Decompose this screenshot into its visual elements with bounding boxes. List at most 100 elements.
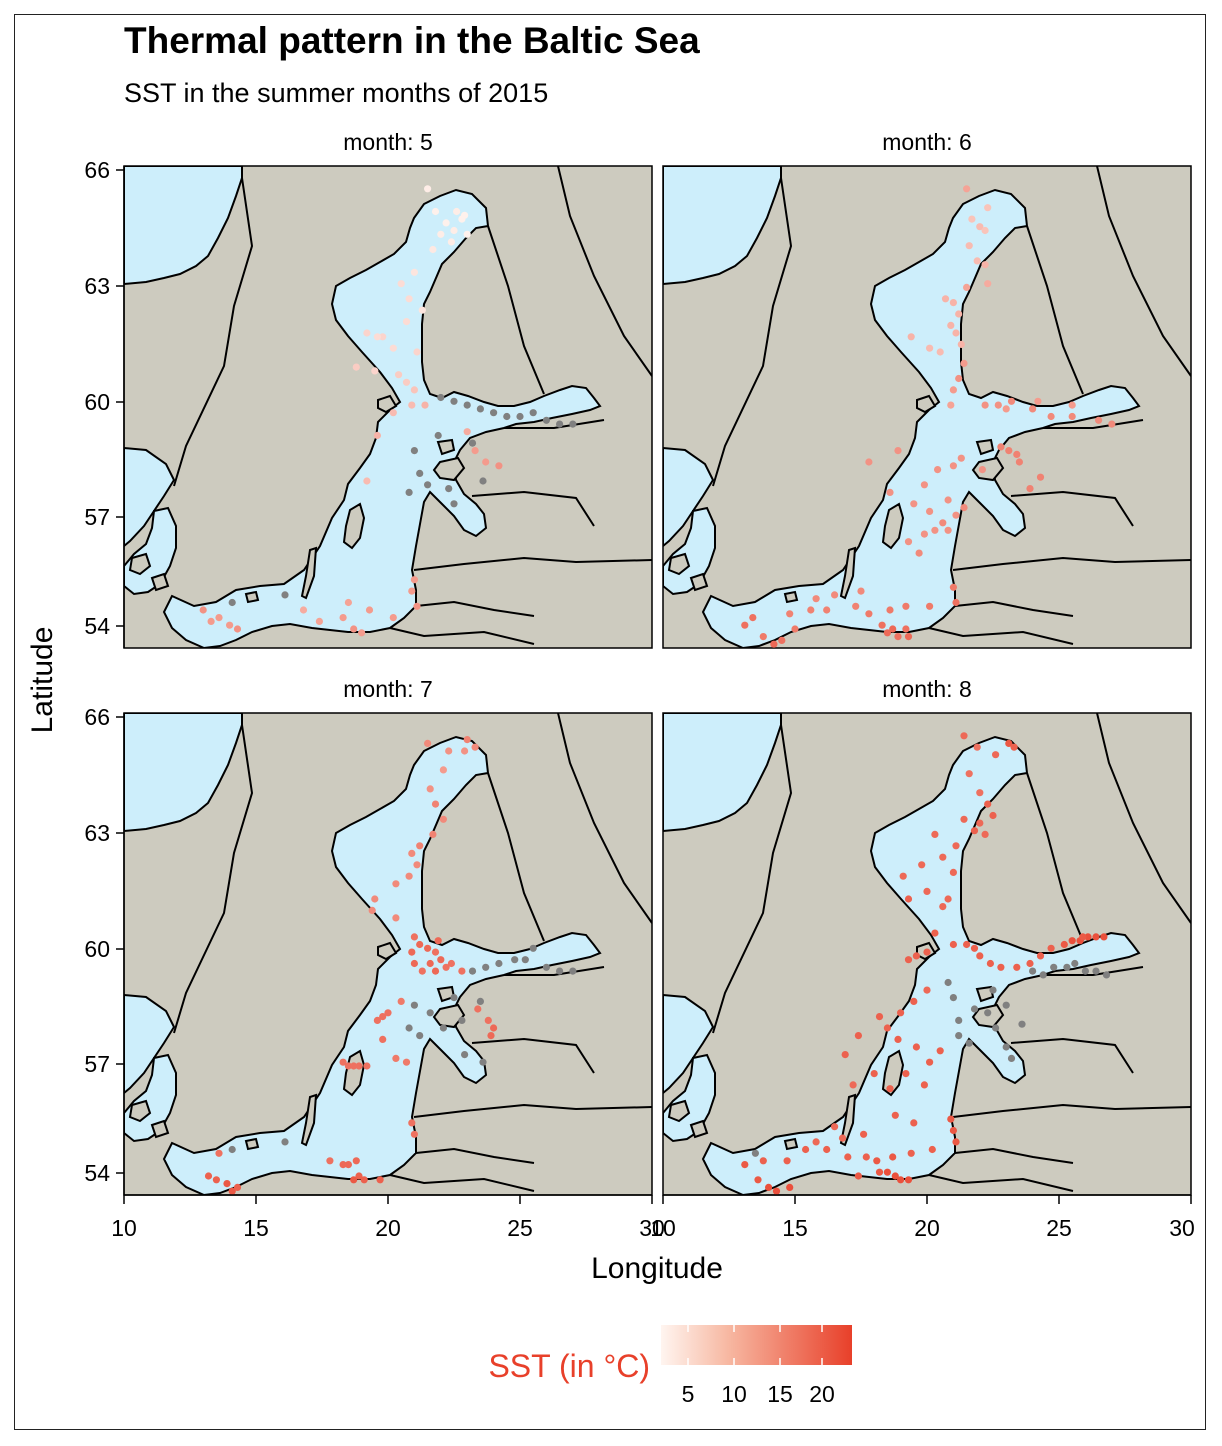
sst-point [931, 526, 939, 534]
sst-point [389, 614, 397, 622]
sst-point [431, 800, 440, 808]
x-tick-25-left: 25 [507, 1215, 533, 1241]
sst-point [358, 629, 366, 637]
sst-point [997, 963, 1005, 971]
sst-point-na [944, 978, 952, 987]
sst-point [973, 743, 981, 751]
sst-point [952, 598, 960, 607]
sst-point [363, 1062, 371, 1070]
sst-point [889, 625, 897, 633]
sst-point [1013, 450, 1021, 458]
panel-title-august: month: 8 [882, 676, 972, 702]
sst-point-na [490, 409, 498, 417]
sst-point [970, 827, 979, 835]
figure-frame [14, 14, 1206, 1430]
sst-point [471, 743, 479, 751]
sst-point [923, 948, 931, 956]
sst-point [923, 887, 931, 896]
sst-point-na [1002, 1001, 1010, 1009]
sst-point [1010, 743, 1018, 751]
sst-point [1007, 397, 1016, 405]
sst-point [487, 1032, 495, 1040]
sst-point [936, 348, 944, 356]
sst-point [934, 466, 942, 474]
sst-point [344, 1062, 352, 1070]
sst-point [1026, 485, 1034, 493]
sst-point-na [450, 500, 458, 508]
sst-point-na [461, 1051, 469, 1059]
sst-point [1013, 963, 1021, 971]
sst-point [978, 466, 987, 474]
sst-point [886, 488, 894, 496]
sst-point [894, 1035, 902, 1043]
sst-point [1026, 959, 1034, 968]
sst-point-na [556, 420, 564, 428]
sst-point [376, 1176, 384, 1184]
sst-point [450, 226, 458, 235]
sst-point-na [1102, 971, 1111, 979]
sst-point [408, 401, 416, 409]
sst-point-na [479, 477, 487, 485]
sst-point [463, 428, 471, 436]
sst-point-na [1002, 1043, 1010, 1051]
sst-point [786, 610, 794, 618]
sst-point [416, 940, 424, 949]
sst-point [461, 211, 469, 219]
sst-point-na [228, 1145, 236, 1154]
legend-tick-marks [687, 1325, 823, 1365]
sst-point [931, 929, 939, 937]
sst-point [447, 238, 455, 246]
sst-point [931, 830, 939, 839]
sst-point [920, 481, 929, 489]
sst-point-na [410, 1001, 418, 1009]
sst-point-na [476, 405, 484, 413]
sst-point [883, 629, 892, 637]
sst-point-na [228, 598, 236, 607]
sst-point [410, 959, 418, 968]
sst-point [870, 1070, 878, 1078]
sst-point [418, 306, 426, 314]
sst-point [413, 602, 421, 610]
sst-point [912, 952, 921, 960]
sst-point [373, 1016, 381, 1024]
sst-point-na [416, 469, 424, 477]
sst-point [960, 815, 968, 823]
sst-point-na [529, 409, 537, 417]
sst-point [947, 401, 955, 409]
sst-point [326, 1157, 334, 1165]
sst-point [902, 625, 910, 633]
sst-point [994, 401, 1002, 409]
sst-point [1034, 397, 1042, 405]
sst-point [474, 1005, 482, 1013]
sst-point [368, 906, 376, 915]
sst-point-na [479, 1058, 487, 1066]
sst-point [429, 245, 437, 254]
sst-point [849, 1081, 857, 1089]
sst-point-na [426, 1009, 434, 1017]
sst-point-na [751, 1149, 760, 1157]
sst-point [1036, 473, 1045, 481]
sst-point-na [424, 481, 432, 489]
sst-point [770, 640, 778, 648]
sst-point [844, 1153, 852, 1161]
sst-point [408, 948, 416, 956]
sst-point [463, 736, 471, 744]
sst-point-na [516, 412, 524, 421]
sst-point-na [556, 967, 564, 975]
sst-point [344, 598, 352, 607]
sst-point [865, 610, 873, 618]
y-tick-60-bottom: 60 [84, 936, 110, 962]
sst-point [960, 504, 968, 512]
sst-point [463, 230, 471, 238]
sst-point [1084, 933, 1092, 941]
sst-point [1005, 447, 1013, 455]
sst-point [949, 299, 958, 307]
sst-point [408, 1119, 416, 1127]
sst-point-na [955, 1032, 963, 1040]
y-tick-57-bottom: 57 [84, 1051, 110, 1077]
sst-point [899, 872, 907, 880]
sst-point [461, 747, 469, 755]
sst-point [955, 310, 963, 318]
sst-point [1047, 944, 1055, 952]
sst-point-na [437, 393, 445, 402]
